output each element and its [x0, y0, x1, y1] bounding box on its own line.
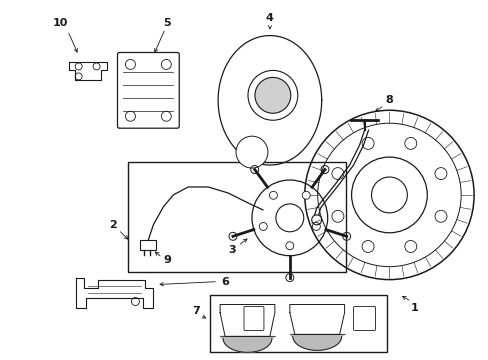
- Text: 9: 9: [163, 255, 171, 265]
- Text: 3: 3: [228, 245, 235, 255]
- FancyBboxPatch shape: [244, 306, 264, 330]
- Circle shape: [434, 210, 446, 222]
- Circle shape: [404, 240, 416, 252]
- Circle shape: [254, 77, 290, 113]
- Polygon shape: [68, 62, 106, 80]
- Polygon shape: [220, 336, 274, 352]
- Polygon shape: [220, 305, 274, 336]
- Circle shape: [362, 240, 373, 252]
- Circle shape: [285, 242, 293, 250]
- FancyBboxPatch shape: [117, 53, 179, 128]
- Text: 4: 4: [265, 13, 273, 23]
- Circle shape: [404, 138, 416, 149]
- Circle shape: [331, 168, 343, 180]
- Text: 10: 10: [53, 18, 68, 28]
- Circle shape: [371, 177, 407, 213]
- Polygon shape: [289, 305, 344, 334]
- Circle shape: [259, 222, 267, 230]
- Text: 7: 7: [192, 306, 200, 316]
- Text: 6: 6: [221, 276, 228, 287]
- Circle shape: [302, 191, 309, 199]
- Polygon shape: [289, 334, 344, 350]
- Bar: [210, 294, 386, 352]
- FancyBboxPatch shape: [353, 306, 375, 330]
- Circle shape: [331, 210, 343, 222]
- Polygon shape: [76, 278, 153, 307]
- Text: 1: 1: [409, 302, 417, 312]
- Circle shape: [312, 222, 320, 230]
- Circle shape: [362, 138, 373, 149]
- Text: 5: 5: [163, 18, 171, 28]
- Text: 2: 2: [108, 220, 116, 230]
- Circle shape: [269, 191, 277, 199]
- Bar: [140, 240, 156, 250]
- Circle shape: [434, 168, 446, 180]
- Circle shape: [236, 136, 267, 168]
- Text: 8: 8: [385, 95, 392, 105]
- Bar: [128, 162, 345, 272]
